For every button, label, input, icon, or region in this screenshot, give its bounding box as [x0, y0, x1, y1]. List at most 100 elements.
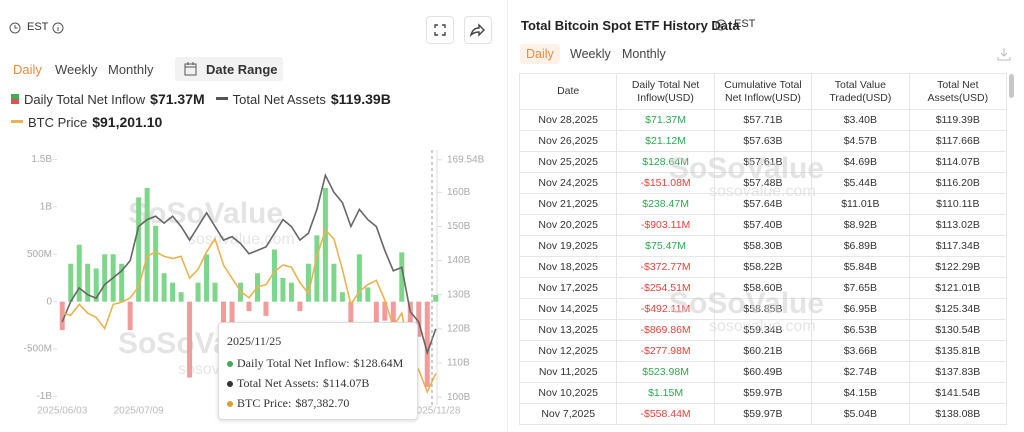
table-cell: $125.34B — [908, 298, 1008, 320]
x-tick-label: 2025/06/03 — [37, 406, 87, 417]
table-cell: Nov 14,2025 — [518, 298, 618, 320]
table-cell: Nov 24,2025 — [518, 172, 618, 194]
table-cell: $75.47M — [616, 235, 715, 257]
bar — [373, 301, 379, 340]
legend-label: Daily Total Net Inflow — [24, 91, 146, 107]
table-cell: Nov 18,2025 — [518, 256, 618, 278]
history-table: Date Daily Total Net Inflow(USD) Cumulativ… — [518, 73, 1008, 425]
table-row: Nov 26,2025 $21.12M $57.63B $4.57B $117.66B — [518, 130, 1008, 152]
table-cell: $116.20B — [908, 172, 1008, 194]
column-header: Total Net Assets(USD) — [908, 73, 1008, 110]
line-series — [61, 228, 437, 394]
share-icon — [469, 23, 485, 38]
info-icon[interactable] — [715, 19, 727, 31]
table-cell: $58.22B — [713, 256, 813, 278]
tab-weekly[interactable]: Weekly — [55, 62, 98, 77]
bar — [93, 268, 99, 302]
table-cell: $122.29B — [908, 256, 1008, 278]
table-cell: $1.15M — [616, 382, 715, 404]
table-cell: -$558.44M — [616, 403, 715, 425]
table-cell: -$903.11M — [616, 214, 715, 236]
y-tick-label: -500M — [24, 344, 52, 355]
table-row: Nov 25,2025 $128.64M $57.61B $4.69B $114.07B — [518, 151, 1008, 173]
column-header: Daily Total Net Inflow(USD) — [616, 73, 715, 110]
tab-monthly[interactable]: Monthly — [108, 62, 154, 77]
line-series — [61, 173, 437, 356]
y-tick-label: -1B — [36, 391, 52, 402]
table-row: Nov 12,2025 -$277.98M $60.21B $3.66B $135.81… — [518, 340, 1008, 362]
table-cell: Nov 19,2025 — [518, 235, 618, 257]
table-cell: $135.81B — [908, 340, 1008, 362]
table-cell: Nov 7,2025 — [518, 403, 618, 425]
table-cell: Nov 12,2025 — [518, 340, 618, 362]
column-header: Date — [518, 73, 618, 110]
table-cell: $7.65B — [811, 277, 910, 299]
table-cell: $59.97B — [713, 382, 813, 404]
bar — [399, 252, 405, 302]
legend-value: $119.39B — [330, 91, 391, 107]
legend-label: Total Net Assets — [232, 91, 326, 107]
bar — [433, 295, 439, 302]
share-button[interactable] — [464, 16, 492, 44]
table-cell: $11.01B — [811, 193, 910, 215]
bar — [424, 301, 430, 387]
table-cell: Nov 17,2025 — [518, 277, 618, 299]
left-panel: EST Daily Weekly Monthly Date Range Dail… — [0, 0, 505, 432]
table-cell: -$372.77M — [616, 256, 715, 278]
table-row: Nov 20,2025 -$903.11M $57.40B $8.92B $113.02… — [518, 214, 1008, 236]
bar — [246, 301, 252, 312]
table-cell: $523.98M — [616, 361, 715, 383]
date-range-button[interactable]: Date Range — [175, 57, 283, 81]
tab-daily[interactable]: Daily — [520, 44, 560, 64]
legend-swatch — [215, 97, 228, 100]
table-cell: -$151.08M — [616, 172, 715, 194]
timezone: EST — [27, 21, 49, 33]
table-cell: $4.57B — [811, 130, 910, 152]
bar — [136, 197, 142, 302]
tab-daily[interactable]: Daily — [13, 62, 42, 77]
info-icon[interactable] — [52, 22, 64, 34]
scrollbar[interactable] — [1009, 74, 1014, 98]
tab-weekly[interactable]: Weekly — [570, 47, 611, 61]
table-row: Nov 11,2025 $523.98M $60.49B $2.74B $137.83B — [518, 361, 1008, 383]
table-cell: -$492.11M — [616, 298, 715, 320]
calendar-icon — [184, 62, 197, 76]
fullscreen-button[interactable] — [426, 16, 454, 44]
bar — [59, 301, 65, 331]
table-cell: $130.54B — [908, 319, 1008, 341]
bar — [365, 287, 371, 302]
tab-monthly[interactable]: Monthly — [622, 47, 666, 61]
table-cell: $60.49B — [713, 361, 813, 383]
download-icon[interactable] — [996, 46, 1012, 62]
table-row: Nov 21,2025 $238.47M $57.64B $11.01B $110.11… — [518, 193, 1008, 215]
bar — [288, 282, 294, 302]
table-cell: $58.85B — [713, 298, 813, 320]
table-row: Nov 14,2025 -$492.11M $58.85B $6.95B $125.34… — [518, 298, 1008, 320]
table-cell: Nov 25,2025 — [518, 151, 618, 173]
bar — [229, 301, 235, 331]
bar — [271, 249, 277, 302]
table-row: Nov 17,2025 -$254.51M $58.60B $7.65B $121.01… — [518, 277, 1008, 299]
bar — [161, 273, 167, 302]
y2-tick-label: 130B — [447, 289, 471, 300]
table-cell: Nov 21,2025 — [518, 193, 618, 215]
table-cell: $5.44B — [811, 172, 910, 194]
table-cell: Nov 26,2025 — [518, 130, 618, 152]
tooltip-dot — [227, 360, 233, 367]
table-cell: $21.12M — [616, 130, 715, 152]
bar — [68, 263, 74, 302]
bar — [187, 301, 193, 378]
table-cell: Nov 11,2025 — [518, 361, 618, 383]
y2-tick-label: 110B — [447, 358, 470, 369]
table-cell: $117.34B — [908, 235, 1008, 257]
table-cell: $3.40B — [811, 109, 910, 131]
table-cell: $6.95B — [811, 298, 910, 320]
bar — [280, 277, 286, 302]
tooltip-item: BTC Price: $87,382.70 — [227, 396, 349, 411]
bar — [339, 292, 345, 302]
table-cell: Nov 20,2025 — [518, 214, 618, 236]
tooltip: 2025/11/25 Daily Total Net Inflow: $128.6… — [218, 322, 418, 420]
table-cell: $3.66B — [811, 340, 910, 362]
table-cell: $4.15B — [811, 382, 910, 404]
